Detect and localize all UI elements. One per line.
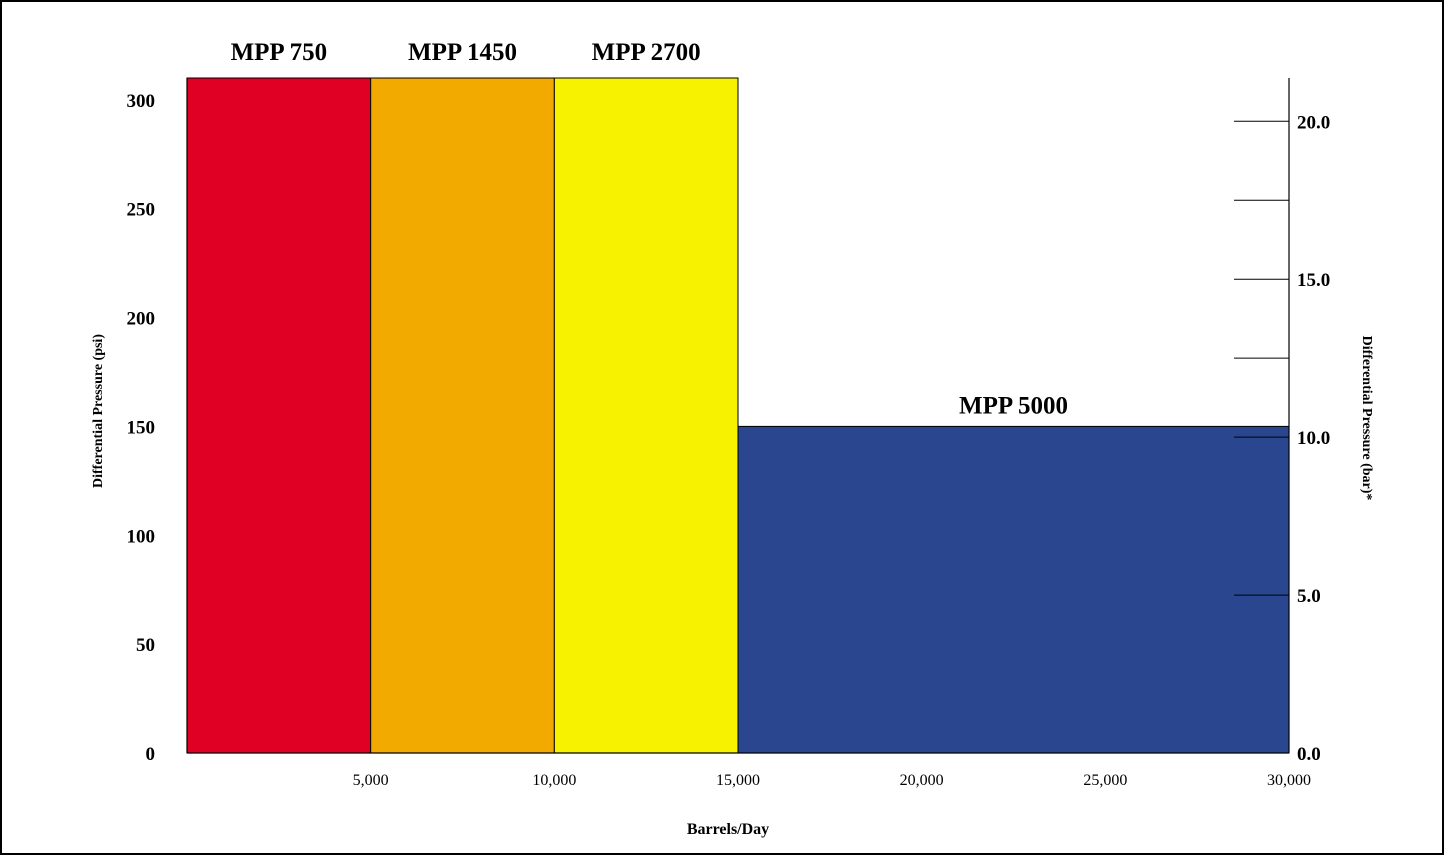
y-tick-label: 150 [127, 417, 156, 438]
x-tick-label: 30,000 [1267, 772, 1311, 789]
bar-mpp-5000 [737, 425, 1290, 754]
y-tick-label: 300 [127, 91, 156, 112]
y-tick-label: 200 [127, 309, 156, 330]
y2-tick-label: 5.0 [1297, 586, 1321, 607]
y2-tick-label: 15.0 [1297, 270, 1330, 291]
y2-tick-label: 10.0 [1297, 428, 1330, 449]
x-axis-label: Barrels/Day [687, 821, 769, 838]
y2-tick-label: 0.0 [1297, 744, 1321, 765]
secondary-y-axis-label: Differential Pressure (bar)* [1359, 336, 1374, 501]
x-tick-label: 5,000 [353, 772, 389, 789]
series-label-mpp-5000: MPP 5000 [959, 392, 1068, 419]
series-label-mpp-1450: MPP 1450 [408, 39, 517, 66]
x-tick-label: 10,000 [532, 772, 576, 789]
series-label-mpp-2700: MPP 2700 [592, 39, 701, 66]
x-tick-label: 15,000 [716, 772, 760, 789]
bar-mpp-1450 [370, 77, 555, 754]
y-tick-label: 0 [146, 744, 156, 765]
series-label-mpp-750: MPP 750 [231, 39, 328, 66]
bar-mpp-2700 [553, 77, 739, 754]
x-tick-label: 25,000 [1083, 772, 1127, 789]
y-tick-label: 250 [127, 200, 156, 221]
x-tick-label: 20,000 [900, 772, 944, 789]
y-tick-label: 50 [136, 635, 155, 656]
y2-tick-label: 20.0 [1297, 112, 1330, 133]
y-tick-label: 100 [127, 526, 156, 547]
bar-mpp-750 [186, 77, 372, 754]
y-axis-label: Differential Pressure (psi) [91, 334, 106, 488]
